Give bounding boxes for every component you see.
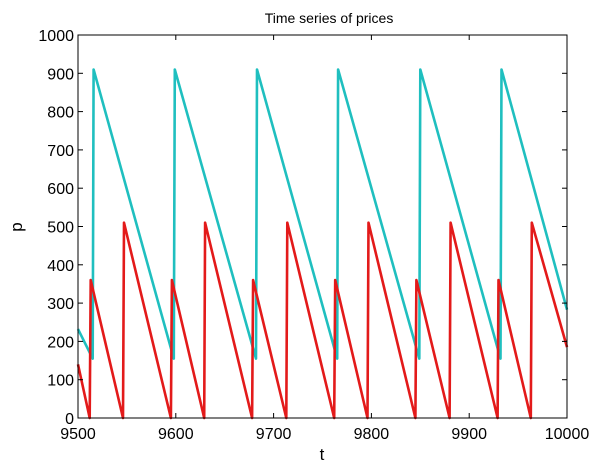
y-tick-label: 400 [47,258,74,275]
chart-title: Time series of prices [265,10,394,26]
x-tick-label: 9900 [451,426,487,443]
series-line-1 [76,68,569,360]
x-axis-ticks: 9500 9600 9700 9800 9900 10000 [60,35,589,443]
y-tick-label: 1000 [38,28,74,45]
y-tick-label: 100 [47,373,74,390]
y-tick-label: 300 [47,296,74,313]
x-tick-label: 9800 [354,426,390,443]
y-tick-label: 200 [47,334,74,351]
series-layer [76,68,569,420]
x-axis-title: t [320,445,325,463]
y-axis-title: p [7,222,26,231]
y-tick-label: 800 [47,105,74,122]
x-tick-label: 9500 [60,426,96,443]
y-tick-label: 500 [47,220,74,237]
x-tick-label: 9600 [158,426,194,443]
x-tick-label: 9700 [256,426,292,443]
series-line-2 [76,221,569,420]
y-tick-label: 900 [47,66,74,83]
y-tick-label: 700 [47,143,74,160]
y-axis-ticks: 0 100 200 300 400 500 600 700 800 900 1000 [38,28,567,428]
y-tick-label: 0 [65,411,74,428]
y-tick-label: 600 [47,181,74,198]
x-tick-label: 10000 [545,426,590,443]
